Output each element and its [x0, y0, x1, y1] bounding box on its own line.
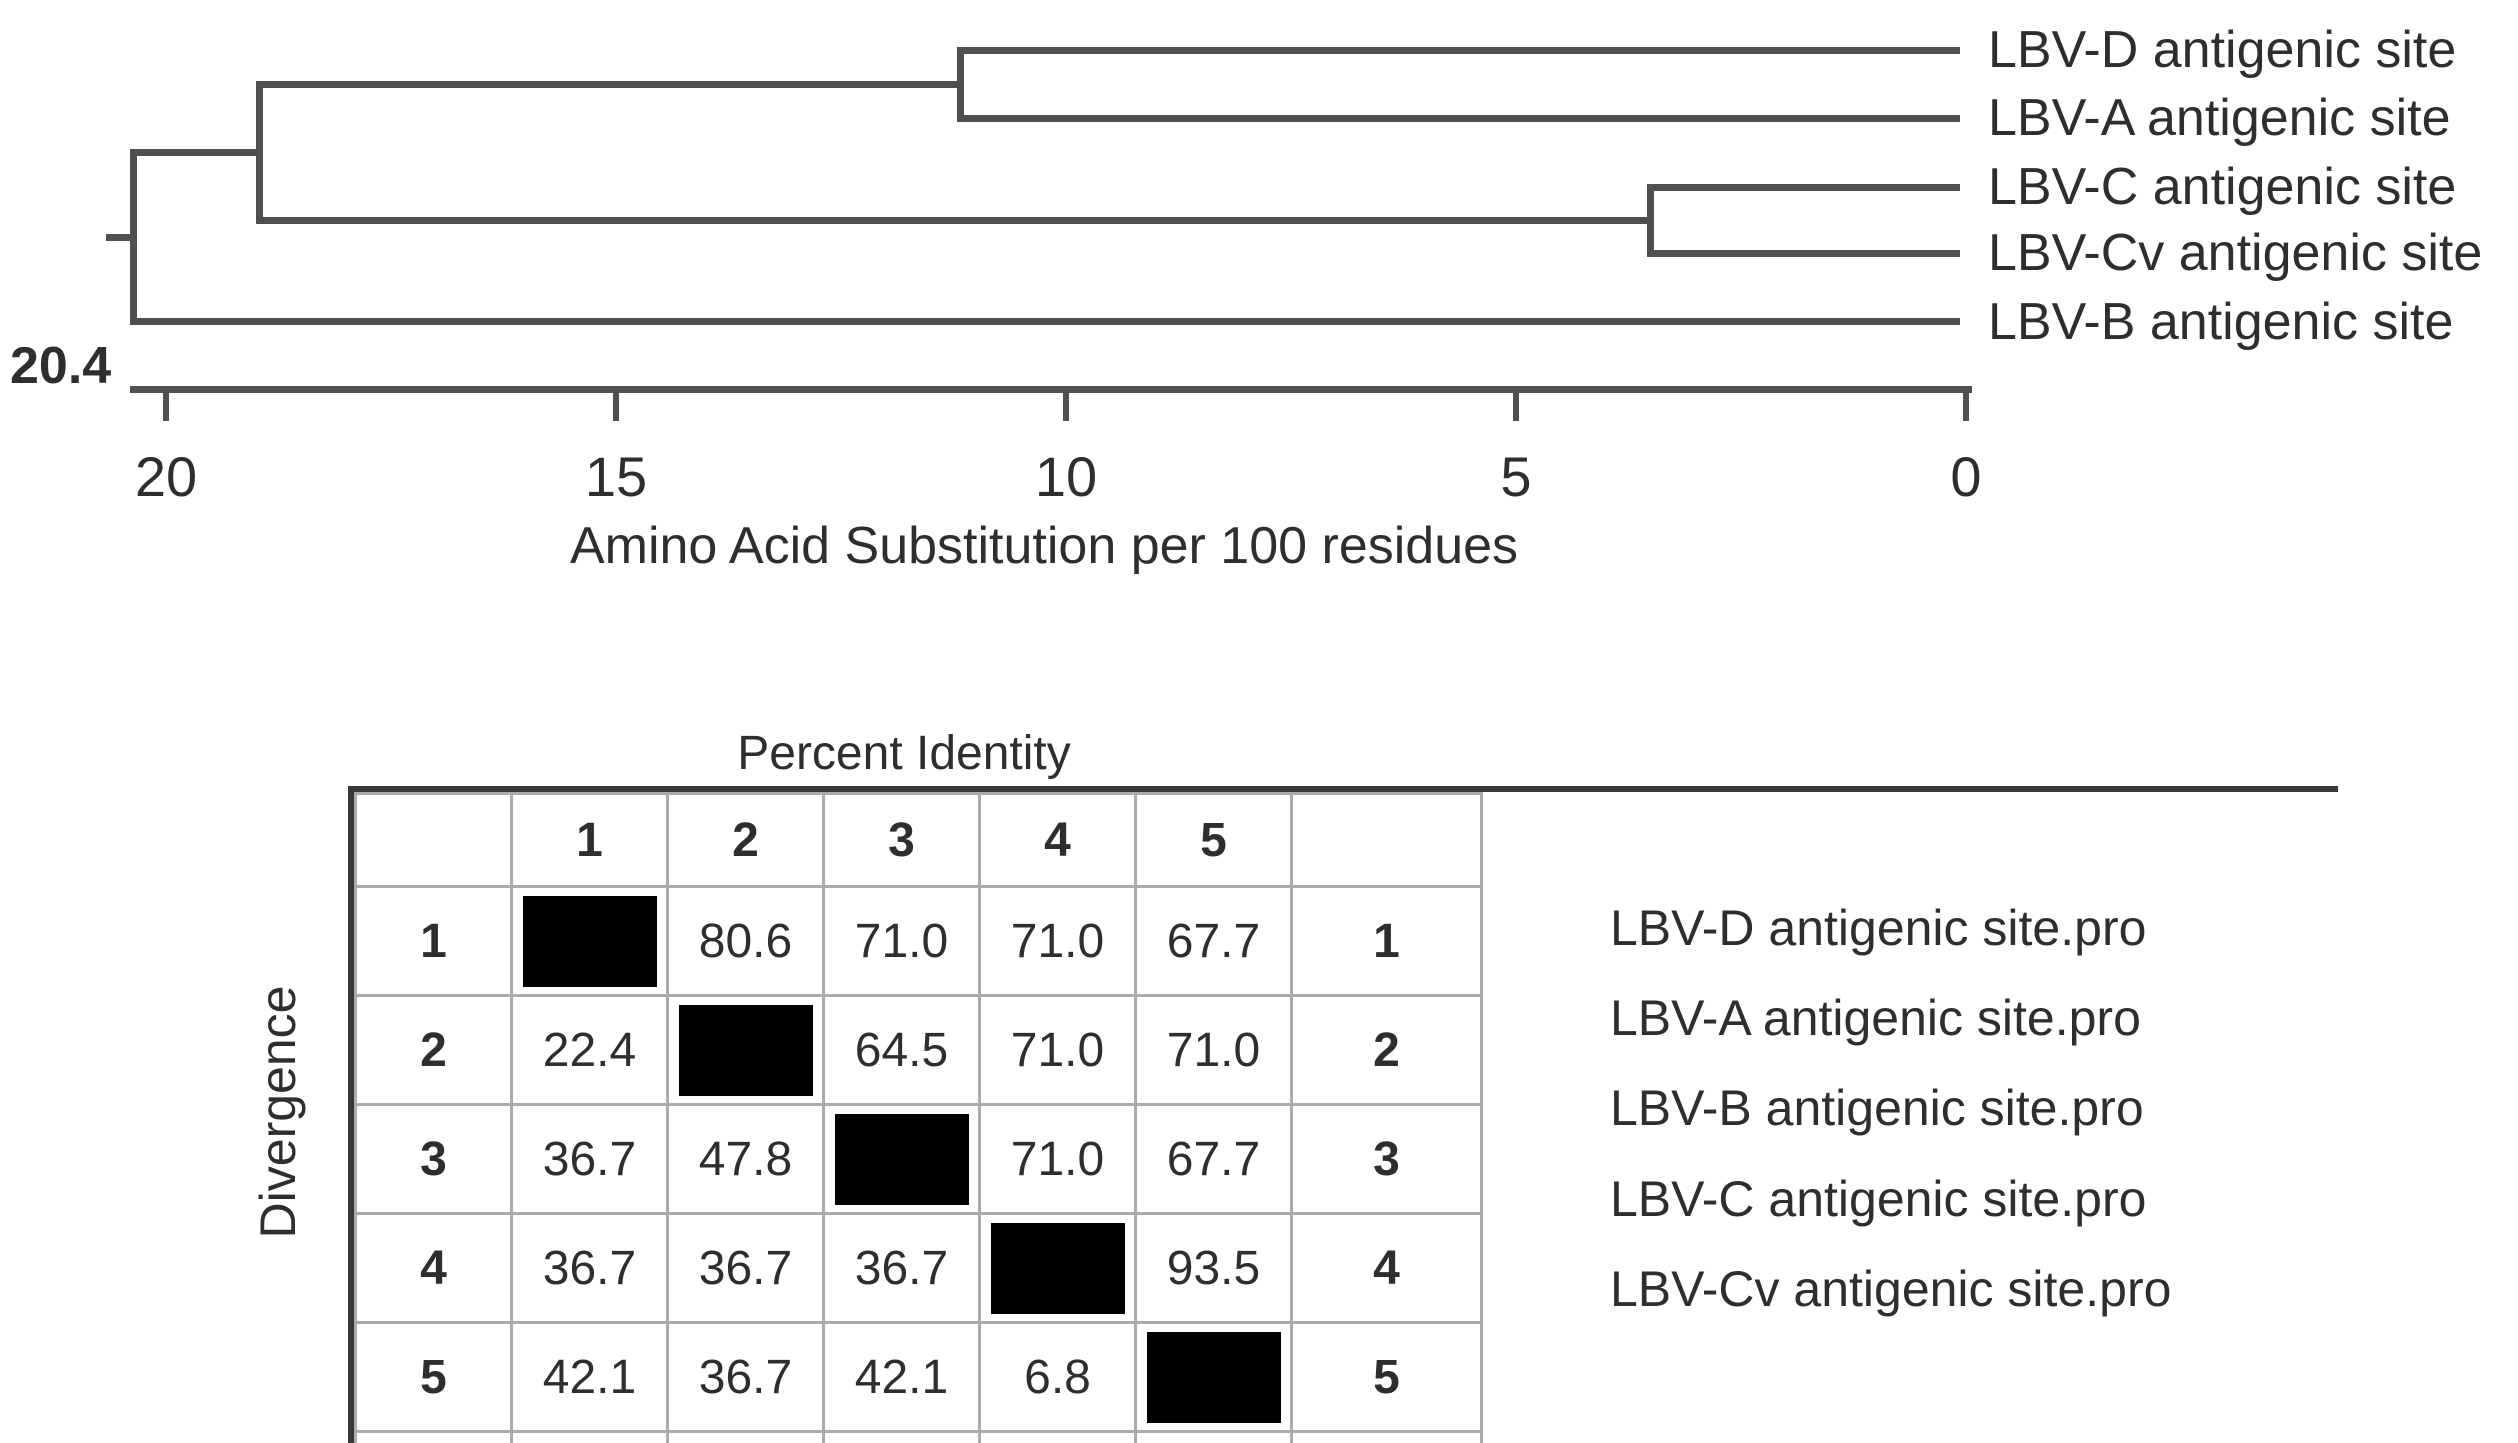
tree-leaf-label-lbv-c: LBV-C antigenic site — [1988, 158, 2457, 216]
tree-axis-tick-label-0: 0 — [1950, 445, 1982, 508]
tree-root-stub — [106, 234, 136, 241]
tree-upper-clade-stem — [130, 149, 263, 156]
matrix-cell: 93.5 — [1134, 1212, 1293, 1324]
matrix-cell: 80.6 — [666, 885, 825, 997]
matrix-row-header: 2 — [354, 994, 513, 1106]
tree-axis-tick-20 — [163, 391, 169, 421]
matrix-row: 2 22.4 64.5 71.0 71.0 2 — [354, 994, 1483, 1106]
matrix-header-row-bottom: 1 2 3 4 5 — [354, 1430, 1483, 1443]
matrix-top-rule — [348, 786, 2338, 792]
matrix-side-label: Divergence — [250, 985, 306, 1239]
tree-inner-vertical — [256, 81, 263, 224]
matrix-row: 1 80.6 71.0 71.0 67.7 1 — [354, 885, 1483, 997]
matrix-seq-label-2: LBV-A antigenic site.pro — [1610, 990, 2141, 1046]
tree-ccv-vertical — [1647, 184, 1654, 257]
matrix-seq-label-1: LBV-D antigenic site.pro — [1610, 900, 2147, 956]
tree-branch-lbv-d — [957, 47, 1960, 54]
percent-identity-matrix: 1 2 3 4 5 1 80.6 71.0 71.0 67.7 1 2 22.4 — [354, 792, 1483, 1443]
matrix-col-header: 4 — [978, 792, 1137, 888]
tree-leaf-label-lbv-b: LBV-B antigenic site — [1988, 293, 2454, 351]
matrix-col-header: 3 — [822, 1430, 981, 1443]
matrix-col-header: 3 — [822, 792, 981, 888]
tree-da-clade-stem — [256, 81, 964, 88]
tree-da-vertical — [957, 47, 964, 122]
matrix-header-row-top: 1 2 3 4 5 — [354, 792, 1483, 888]
matrix-col-header: 5 — [1134, 792, 1293, 888]
matrix-row-header: 1 — [354, 885, 513, 997]
matrix-cell: 71.0 — [978, 994, 1137, 1106]
tree-root-vertical — [130, 149, 137, 325]
matrix-seq-label-5: LBV-Cv antigenic site.pro — [1610, 1261, 2172, 1317]
matrix-left-rule — [348, 786, 354, 1443]
matrix-cell: 47.8 — [666, 1103, 825, 1215]
matrix-seq-label-4: LBV-C antigenic site.pro — [1610, 1171, 2147, 1227]
tree-leaf-label-lbv-a: LBV-A antigenic site — [1988, 89, 2451, 147]
matrix-diagonal-cell — [1134, 1321, 1293, 1433]
matrix-col-header: 1 — [510, 792, 669, 888]
matrix-corner-cell — [354, 792, 513, 888]
matrix-row-header: 4 — [354, 1212, 513, 1324]
matrix-col-header: 2 — [666, 1430, 825, 1443]
tree-axis-tick-10 — [1063, 391, 1069, 421]
matrix-cell: 36.7 — [666, 1212, 825, 1324]
matrix-cell: 36.7 — [666, 1321, 825, 1433]
matrix-cell: 36.7 — [510, 1103, 669, 1215]
matrix-row-header-right: 2 — [1290, 994, 1483, 1106]
matrix-cell: 67.7 — [1134, 885, 1293, 997]
matrix-cell: 71.0 — [978, 885, 1137, 997]
matrix-cell: 36.7 — [510, 1212, 669, 1324]
tree-branch-lbv-c — [1647, 184, 1960, 191]
matrix-corner-cell — [354, 1430, 513, 1443]
matrix-diagonal-cell — [510, 885, 669, 997]
tree-axis-tick-label-15: 15 — [584, 445, 648, 508]
matrix-row: 4 36.7 36.7 36.7 93.5 4 — [354, 1212, 1483, 1324]
matrix-cell: 71.0 — [822, 885, 981, 997]
tree-branch-lbv-b — [130, 318, 1960, 325]
tree-leaf-label-lbv-cv: LBV-Cv antigenic site — [1988, 224, 2483, 282]
tree-axis-title: Amino Acid Substitution per 100 residues — [569, 517, 1519, 575]
tree-branch-lbv-a — [957, 115, 1960, 122]
tree-axis-tick-label-5: 5 — [1500, 445, 1532, 508]
matrix-corner-cell — [1290, 792, 1483, 888]
matrix-col-header: 1 — [510, 1430, 669, 1443]
tree-ccv-clade-stem — [256, 217, 1654, 224]
matrix-row-header: 3 — [354, 1103, 513, 1215]
matrix-row: 3 36.7 47.8 71.0 67.7 3 — [354, 1103, 1483, 1215]
tree-branch-lbv-cv — [1647, 250, 1960, 257]
matrix-cell: 67.7 — [1134, 1103, 1293, 1215]
matrix-row-header-right: 3 — [1290, 1103, 1483, 1215]
matrix-cell: 42.1 — [822, 1321, 981, 1433]
matrix-diagonal-cell — [978, 1212, 1137, 1324]
matrix-row-header: 5 — [354, 1321, 513, 1433]
tree-scale-start-label: 20.4 — [10, 337, 112, 395]
matrix-cell: 42.1 — [510, 1321, 669, 1433]
matrix-row: 5 42.1 36.7 42.1 6.8 5 — [354, 1321, 1483, 1433]
tree-axis-tick-label-20: 20 — [134, 445, 198, 508]
matrix-col-header: 4 — [978, 1430, 1137, 1443]
matrix-cell: 6.8 — [978, 1321, 1137, 1433]
matrix-title: Percent Identity — [737, 727, 1071, 780]
matrix-col-header: 2 — [666, 792, 825, 888]
matrix-row-header-right: 4 — [1290, 1212, 1483, 1324]
matrix-diagonal-cell — [666, 994, 825, 1106]
matrix-cell: 36.7 — [822, 1212, 981, 1324]
tree-axis-tick-15 — [613, 391, 619, 421]
matrix-corner-cell — [1290, 1430, 1483, 1443]
tree-axis-tick-0 — [1963, 391, 1969, 421]
matrix-row-header-right: 5 — [1290, 1321, 1483, 1433]
tree-axis-tick-label-10: 10 — [1034, 445, 1098, 508]
matrix-seq-label-3: LBV-B antigenic site.pro — [1610, 1080, 2144, 1136]
matrix-col-header: 5 — [1134, 1430, 1293, 1443]
matrix-cell: 22.4 — [510, 994, 669, 1106]
matrix-diagonal-cell — [822, 1103, 981, 1215]
tree-axis-tick-5 — [1513, 391, 1519, 421]
matrix-cell: 64.5 — [822, 994, 981, 1106]
matrix-cell: 71.0 — [1134, 994, 1293, 1106]
tree-axis-line — [130, 386, 1972, 393]
matrix-cell: 71.0 — [978, 1103, 1137, 1215]
tree-leaf-label-lbv-d: LBV-D antigenic site — [1988, 21, 2457, 79]
matrix-row-header-right: 1 — [1290, 885, 1483, 997]
